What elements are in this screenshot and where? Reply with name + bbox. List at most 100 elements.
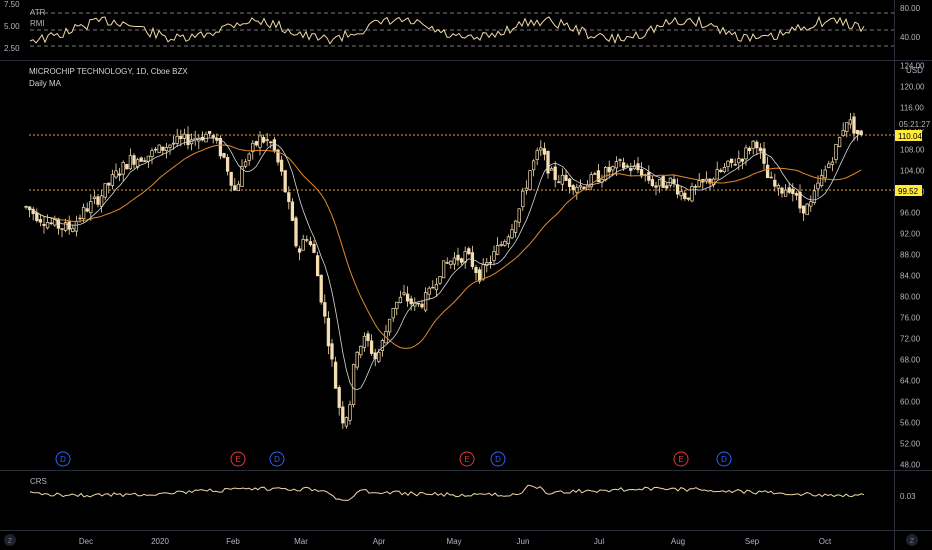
earnings-marker[interactable]: E: [673, 451, 689, 467]
candle-body: [589, 174, 593, 188]
candle-body: [225, 157, 230, 172]
candle-body: [348, 404, 352, 421]
candle-body: [218, 137, 223, 157]
candle-body: [377, 351, 381, 362]
candle-body: [308, 241, 313, 246]
candle-body: [855, 129, 860, 134]
candle-body: [564, 175, 568, 181]
candle-body: [215, 138, 219, 141]
candle-body: [560, 174, 565, 185]
price-axis-unit: USD: [906, 66, 923, 75]
candle-body: [143, 160, 147, 162]
candle-body: [755, 141, 759, 149]
candle-body: [697, 180, 701, 188]
candle-body: [672, 179, 676, 184]
candle-body: [499, 244, 503, 246]
time-axis[interactable]: Dec 2020 Feb Mar Apr May Jun Jul Aug Sep…: [79, 537, 832, 546]
candle-body: [665, 185, 669, 189]
candle-body: [675, 184, 680, 195]
dividend-marker[interactable]: D: [55, 451, 71, 467]
earnings-marker[interactable]: E: [230, 451, 246, 467]
candle-body: [629, 168, 633, 171]
candle-body: [679, 191, 683, 197]
candle-body: [528, 170, 532, 191]
candle-body: [251, 142, 255, 153]
candle-body: [542, 148, 547, 155]
moving-average-slow: [25, 144, 862, 349]
candle-body: [539, 147, 543, 151]
price-tick-label: 68.00: [900, 356, 921, 365]
candle-body: [661, 176, 665, 188]
candle-body: [161, 146, 165, 151]
candle-body: [355, 351, 359, 368]
candle-body: [535, 150, 539, 160]
candle-body: [441, 260, 446, 279]
candle-body: [841, 129, 845, 136]
indicator-label[interactable]: Daily MA: [29, 79, 62, 88]
candle-body: [805, 203, 809, 216]
candle-body: [715, 169, 719, 180]
candle-body: [157, 144, 161, 153]
candle-body: [290, 201, 295, 221]
candle-body: [258, 135, 262, 148]
candlestick-series: [24, 112, 863, 429]
svg-text:Z: Z: [8, 538, 13, 545]
candle-body: [168, 144, 172, 148]
timezone-icon[interactable]: Z: [4, 534, 16, 546]
candle-body: [287, 192, 291, 202]
candle-body: [391, 307, 395, 319]
candle-body: [305, 239, 309, 241]
price-tick-label: 64.00: [900, 377, 921, 386]
top-label-atr: ATR: [30, 8, 46, 17]
time-label-mar: Mar: [294, 537, 308, 546]
candle-body: [330, 343, 334, 360]
candle-body: [492, 251, 496, 261]
candle-body: [827, 163, 831, 168]
auto-scale-icon[interactable]: Z: [906, 534, 918, 546]
top-left-axis-1: 5.00: [4, 22, 20, 31]
top-left-axis-0: 7.50: [4, 0, 20, 9]
candle-body: [603, 167, 608, 181]
candle-body: [341, 406, 345, 424]
earnings-marker[interactable]: E: [459, 451, 475, 467]
candle-body: [578, 185, 583, 188]
candle-body: [546, 150, 550, 174]
candle-body: [423, 292, 428, 311]
candle-body: [45, 222, 50, 229]
price-tick-label: 72.00: [900, 335, 921, 344]
candle-body: [164, 147, 169, 152]
time-label-oct: Oct: [819, 537, 832, 546]
candle-body: [74, 221, 79, 232]
candle-body: [650, 179, 655, 187]
candle-body: [315, 255, 320, 277]
candle-body: [35, 212, 39, 221]
dividend-marker[interactable]: D: [716, 451, 732, 467]
price-tick-label: 108.00: [900, 145, 925, 154]
candle-body: [323, 302, 327, 317]
candle-body: [114, 170, 118, 178]
candle-body: [567, 178, 572, 187]
candle-body: [618, 159, 622, 161]
candle-body: [791, 188, 795, 195]
candle-body: [420, 303, 424, 308]
dividend-marker[interactable]: D: [269, 451, 285, 467]
dividend-marker[interactable]: D: [490, 451, 506, 467]
candle-body: [719, 169, 723, 172]
candle-body: [758, 147, 763, 152]
crs-label: CRS: [30, 477, 47, 486]
svg-text:D: D: [721, 455, 727, 464]
candle-body: [621, 162, 626, 169]
candle-body: [625, 165, 629, 167]
candle-body: [373, 352, 377, 360]
candle-body: [845, 122, 849, 132]
symbol-title[interactable]: MICROCHIP TECHNOLOGY, 1D, Cboe BZX: [29, 67, 188, 76]
candle-body: [798, 191, 802, 209]
candle-body: [49, 222, 53, 225]
time-label-2020: 2020: [151, 537, 169, 546]
candle-body: [812, 190, 817, 203]
candle-body: [513, 220, 518, 233]
price-tick-label: 48.00: [900, 461, 921, 470]
price-tick-label: 84.00: [900, 272, 921, 281]
svg-text:Z: Z: [910, 538, 915, 545]
